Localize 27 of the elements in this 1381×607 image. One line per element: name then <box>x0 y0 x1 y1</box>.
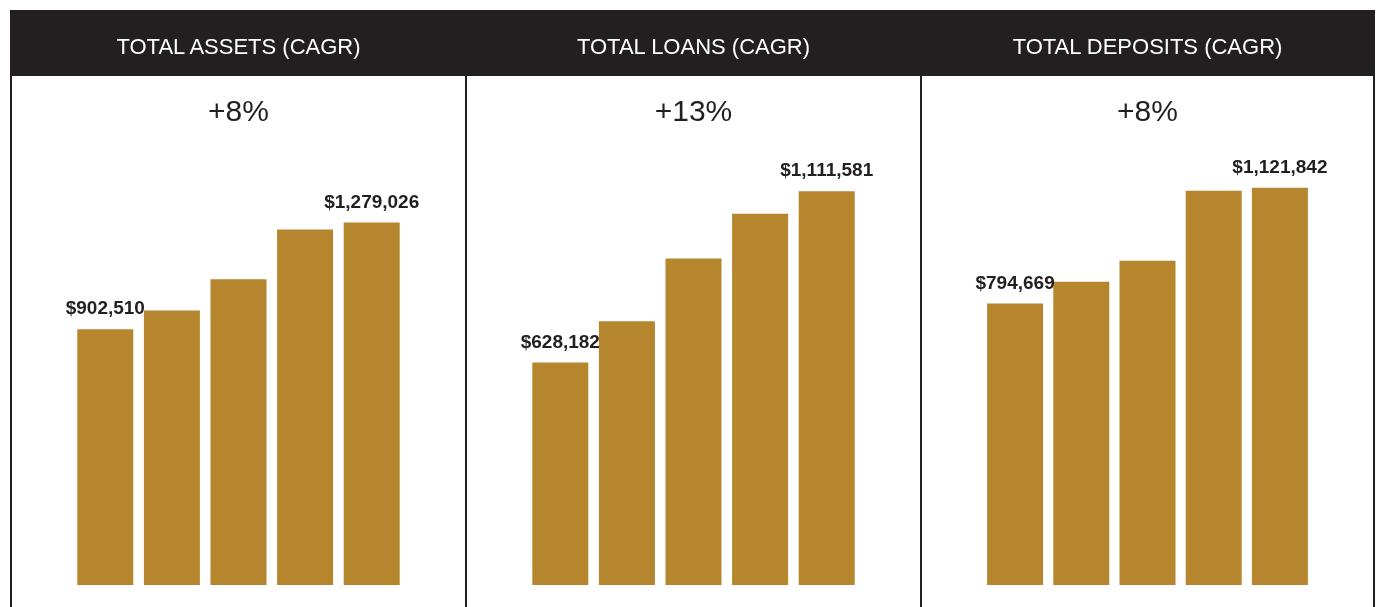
data-label: $1,111,581 <box>780 159 874 181</box>
data-label: $794,669 <box>975 271 1055 293</box>
chart-title: TOTAL ASSETS (CAGR) <box>116 33 361 59</box>
bar <box>1053 281 1110 585</box>
data-label: $1,121,842 <box>1232 155 1328 177</box>
bar <box>987 303 1044 585</box>
bar <box>665 258 722 585</box>
chart-subtitle: +13% <box>654 93 733 127</box>
bar <box>277 229 334 585</box>
chart-subtitle: +8% <box>208 93 269 127</box>
bar <box>343 222 400 585</box>
bar <box>1119 260 1176 585</box>
chart-title: TOTAL LOANS (CAGR) <box>576 33 811 59</box>
bar <box>143 310 200 585</box>
bar <box>77 329 134 585</box>
bar <box>1185 190 1242 585</box>
data-label: $628,182 <box>520 330 600 352</box>
bar <box>1251 187 1308 585</box>
bar <box>798 191 855 585</box>
bar <box>210 279 267 585</box>
chart-title: TOTAL DEPOSITS (CAGR) <box>1012 33 1283 59</box>
bar <box>598 321 655 585</box>
bar <box>532 362 589 585</box>
data-label: $902,510 <box>65 297 145 319</box>
bar <box>732 213 789 585</box>
data-label: $1,279,026 <box>324 190 420 212</box>
chart-subtitle: +8% <box>1117 93 1178 127</box>
